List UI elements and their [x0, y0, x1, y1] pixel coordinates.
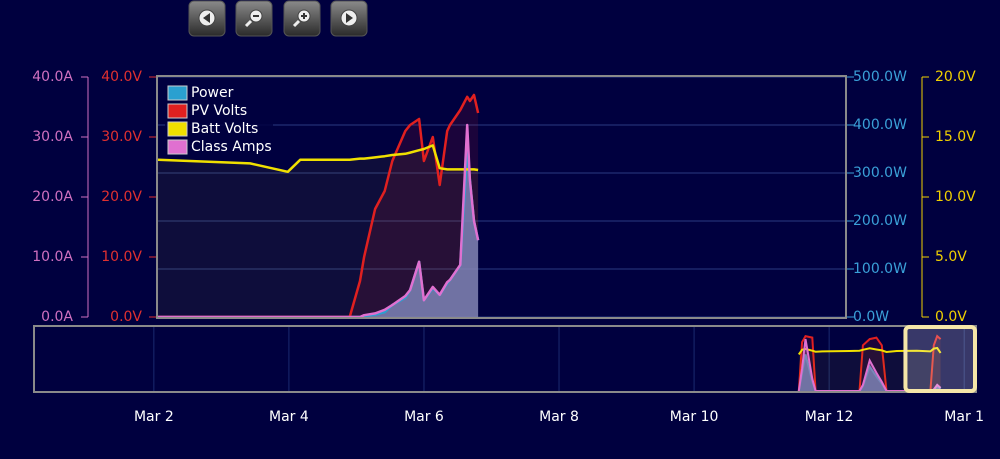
y-tick-label: 0.0A	[41, 309, 73, 325]
legend-swatch	[167, 139, 188, 155]
zoom-out-button[interactable]	[235, 0, 273, 37]
overview-line	[797, 346, 942, 355]
nav-forward-button[interactable]	[330, 0, 368, 37]
series-line	[158, 144, 479, 174]
legend-label: Class Amps	[191, 139, 272, 155]
y-tick-label: 20.0V	[101, 189, 142, 205]
overview-selection	[903, 325, 977, 393]
legend-swatch	[167, 85, 188, 101]
y-tick-label: 400.0W	[853, 117, 907, 133]
y-tick-label: 10.0V	[101, 249, 142, 265]
x-tick-label: Mar 12	[805, 409, 854, 425]
y-tick-label: 10.0A	[32, 249, 73, 265]
y-tick-label: 30.0V	[101, 129, 142, 145]
y-tick-label: 500.0W	[853, 69, 907, 85]
nav-back-button[interactable]	[188, 0, 226, 37]
x-tick-label: Mar 8	[539, 409, 579, 425]
legend-label: Batt Volts	[191, 121, 258, 137]
x-tick-label: Mar 10	[670, 409, 719, 425]
y-tick-label: 0.0V	[110, 309, 142, 325]
series-line	[158, 123, 480, 317]
area-fill	[158, 145, 479, 317]
x-tick-label: Mar 4	[269, 409, 309, 425]
legend-swatch	[167, 121, 188, 137]
y-tick-label: 30.0A	[32, 129, 73, 145]
overview-area	[798, 354, 941, 391]
legend-label: PV Volts	[191, 103, 247, 119]
y-tick-label: 100.0W	[853, 261, 907, 277]
series-line	[158, 93, 480, 317]
x-tick-label: Mar 6	[404, 409, 444, 425]
area-fill	[158, 125, 479, 317]
y-tick-label: 40.0A	[32, 69, 73, 85]
y-tick-label: 15.0V	[935, 129, 976, 145]
y-tick-label: 40.0V	[101, 69, 142, 85]
y-tick-label: 300.0W	[853, 165, 907, 181]
y-tick-label: 10.0V	[935, 189, 976, 205]
zoom-in-button[interactable]	[283, 0, 321, 37]
overview-area	[798, 339, 941, 391]
y-tick-label: 200.0W	[853, 213, 907, 229]
y-tick-label: 0.0W	[853, 309, 889, 325]
y-tick-label: 20.0A	[32, 189, 73, 205]
area-fill	[158, 150, 479, 317]
legend-swatch	[167, 103, 188, 119]
x-tick-label: Mar 1	[944, 409, 984, 425]
y-tick-label: 0.0V	[935, 309, 967, 325]
y-tick-label: 5.0V	[935, 249, 967, 265]
x-tick-label: Mar 2	[134, 409, 174, 425]
plot-border	[156, 75, 847, 319]
y-tick-label: 20.0V	[935, 69, 976, 85]
legend-label: Power	[191, 85, 234, 101]
